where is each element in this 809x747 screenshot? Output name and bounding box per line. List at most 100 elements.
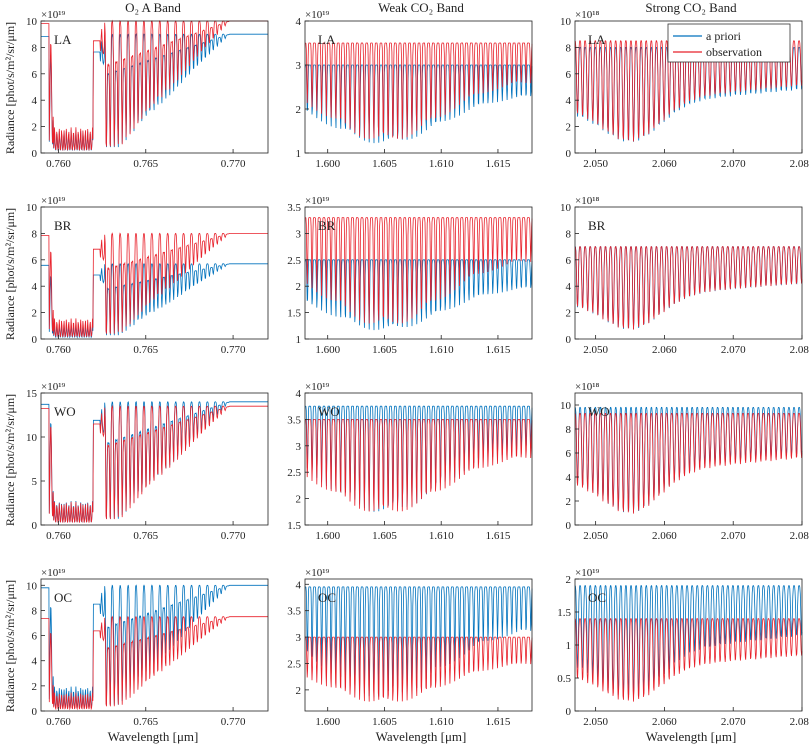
y-tick-label: 4 xyxy=(566,281,572,293)
y-tick-label: 0 xyxy=(566,520,572,532)
y-tick-label: 0 xyxy=(32,520,38,532)
legend: a priori observation xyxy=(667,23,791,63)
legend-label-a-priori: a priori xyxy=(706,29,742,43)
axis-exponent-label: ×10¹⁸ xyxy=(575,9,600,21)
x-tick-label: 2.080 xyxy=(790,716,809,728)
y-tick-label: 10 xyxy=(560,400,572,412)
y-tick-label: 0 xyxy=(32,334,38,346)
axis-exponent-label: ×10¹⁸ xyxy=(575,195,600,207)
axes-box xyxy=(40,578,269,712)
axes-box xyxy=(304,578,533,712)
panel-la-0: 0 2 4 6 8 10 0.760 0.765 0.770 ×10¹⁹ LA xyxy=(26,9,269,170)
series-a-priori-line xyxy=(305,64,533,144)
y-tick-label: 3.5 xyxy=(287,202,301,214)
y-tick-label: 2.5 xyxy=(287,255,301,267)
y-tick-label: 10 xyxy=(26,202,38,214)
x-tick-label: 0.770 xyxy=(221,158,246,170)
y-tick-label: 5 xyxy=(32,476,38,488)
x-tick-label: 0.765 xyxy=(133,716,158,728)
axes-box xyxy=(574,206,803,340)
x-tick-label: 2.070 xyxy=(721,530,746,542)
x-tick-label: 2.050 xyxy=(583,158,608,170)
y-tick-label: 8 xyxy=(32,228,38,240)
y-tick-label: 6 xyxy=(566,69,572,81)
panel-oc-2: 0 0.5 1 1.5 2 2.050 2.060 2.070 2.080 ×10¹⁹ OC xyxy=(557,567,809,728)
row-label-br: BR xyxy=(54,218,72,233)
x-tick-label: 1.610 xyxy=(429,530,454,542)
series-observation-line xyxy=(574,412,803,514)
x-tick-label: 1.605 xyxy=(372,530,397,542)
axis-exponent-label: ×10¹⁹ xyxy=(41,381,66,393)
row-label-wo: WO xyxy=(54,404,76,419)
column-title-weak-co2: Weak CO₂ Band xyxy=(378,0,464,15)
panel-br-1: 1 1.5 2 2.5 3 3.5 1.600 1.605 1.610 1.615 ×10¹⁹ BR xyxy=(287,195,533,356)
y-tick-label: 8 xyxy=(566,42,572,54)
series-observation-line xyxy=(305,217,533,324)
row-label-br: BR xyxy=(588,218,606,233)
y-tick-label: 1.5 xyxy=(287,308,301,320)
panel-la-1: 1 2 3 4 1.600 1.605 1.610 1.615 ×10¹⁹ LA xyxy=(296,9,533,170)
x-tick-label: 0.770 xyxy=(221,716,246,728)
x-tick-label: 2.070 xyxy=(721,158,746,170)
panel-oc-1: 2 2.5 3 3.5 4 1.600 1.605 1.610 1.615 ×10¹⁹ OC xyxy=(287,567,533,728)
column-title-o2: O₂ A Band xyxy=(125,0,181,15)
panel-wo-2: 0 2 4 6 8 10 2.050 2.060 2.070 2.080 ×10¹⁸ WO xyxy=(560,381,809,542)
x-tick-label: 1.600 xyxy=(315,158,340,170)
axes-box xyxy=(304,20,533,154)
y-tick-label: 4 xyxy=(566,95,572,107)
y-tick-label: 4 xyxy=(296,388,302,400)
x-tick-label: 2.050 xyxy=(583,344,608,356)
x-tick-label: 0.760 xyxy=(46,158,71,170)
x-tick-label: 1.600 xyxy=(315,344,340,356)
axes-box xyxy=(40,20,269,154)
panel-wo-1: 1.5 2 2.5 3 3.5 4 1.600 1.605 1.610 1.615 ×10¹⁹ WO xyxy=(287,381,533,542)
x-tick-label: 0.765 xyxy=(133,158,158,170)
axis-exponent-label: ×10¹⁹ xyxy=(305,381,330,393)
y-tick-label: 10 xyxy=(560,202,572,214)
y-tick-label: 1 xyxy=(566,640,572,652)
y-tick-label: 2 xyxy=(296,281,302,293)
y-tick-label: 1 xyxy=(296,334,302,346)
x-tick-label: 2.050 xyxy=(583,530,608,542)
y-tick-label: 2.5 xyxy=(287,658,301,670)
ylabel-row-oc: Radiance [phot/s/m²/sr/μm] xyxy=(3,580,17,712)
x-tick-label: 2.060 xyxy=(652,158,677,170)
axis-exponent-label: ×10¹⁹ xyxy=(575,567,600,579)
xlabel-weak-co2: Wavelength [μm] xyxy=(376,729,467,744)
y-tick-label: 4 xyxy=(296,579,302,591)
y-tick-label: 2 xyxy=(566,122,572,134)
x-tick-label: 2.080 xyxy=(790,530,809,542)
y-tick-label: 0 xyxy=(566,706,572,718)
x-tick-label: 2.080 xyxy=(790,158,809,170)
y-tick-label: 10 xyxy=(560,16,572,28)
axes-box xyxy=(40,206,269,340)
axes-box xyxy=(574,20,803,154)
y-tick-label: 2 xyxy=(296,104,302,116)
row-label-la: LA xyxy=(318,32,336,47)
series-observation-line xyxy=(41,404,268,523)
series-observation-line xyxy=(41,19,268,151)
axis-exponent-label: ×10¹⁸ xyxy=(575,381,600,393)
x-tick-label: 1.610 xyxy=(429,158,454,170)
row-label-wo: WO xyxy=(318,404,340,419)
y-tick-label: 2 xyxy=(566,496,572,508)
column-title-strong-co2: Strong CO₂ Band xyxy=(645,0,737,15)
panel-wo-0: 0 5 10 15 0.760 0.765 0.770 ×10¹⁹ WO xyxy=(26,381,269,542)
x-tick-label: 2.080 xyxy=(790,344,809,356)
x-tick-label: 0.770 xyxy=(221,344,246,356)
y-tick-label: 3.5 xyxy=(287,606,301,618)
series-a-priori-line xyxy=(305,405,533,512)
y-tick-label: 3 xyxy=(296,60,302,72)
y-tick-label: 2 xyxy=(566,574,572,586)
y-tick-label: 4 xyxy=(296,16,302,28)
y-tick-label: 8 xyxy=(32,605,38,617)
ylabel-row-wo: Radiance [phot/s/m²/sr/μm] xyxy=(3,394,17,526)
axes-box xyxy=(304,206,533,340)
y-tick-label: 4 xyxy=(32,95,38,107)
legend-label-observation: observation xyxy=(706,45,762,59)
axis-exponent-label: ×10¹⁹ xyxy=(305,567,330,579)
y-tick-label: 6 xyxy=(32,69,38,81)
panel-oc-0: 0 2 4 6 8 10 0.760 0.765 0.770 ×10¹⁹ OC xyxy=(26,567,269,728)
